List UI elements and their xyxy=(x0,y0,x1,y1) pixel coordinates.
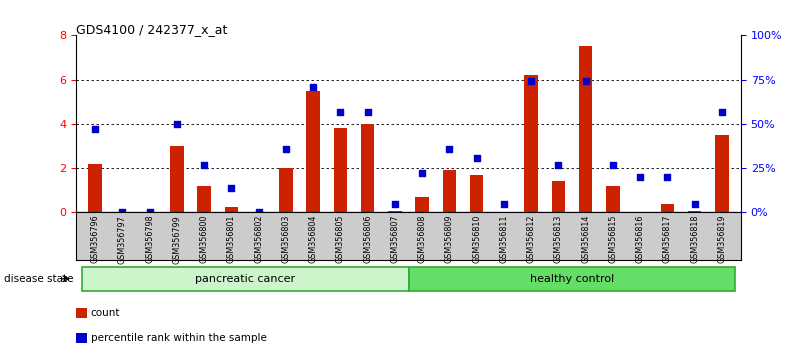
Point xyxy=(252,210,265,215)
Bar xyxy=(661,204,674,212)
Text: GSM356798: GSM356798 xyxy=(145,215,154,263)
Bar xyxy=(715,135,729,212)
Text: GSM356797: GSM356797 xyxy=(118,215,127,263)
Bar xyxy=(333,128,347,212)
Bar xyxy=(224,207,238,212)
Bar xyxy=(443,170,457,212)
Point xyxy=(361,109,374,114)
Text: GSM356811: GSM356811 xyxy=(499,215,509,263)
Text: GSM356812: GSM356812 xyxy=(526,215,536,263)
Text: GSM356813: GSM356813 xyxy=(553,215,563,263)
Text: disease state: disease state xyxy=(4,274,74,284)
Bar xyxy=(360,124,374,212)
Bar xyxy=(688,211,702,212)
Point xyxy=(497,201,510,206)
Point xyxy=(525,79,537,84)
Text: GSM356805: GSM356805 xyxy=(336,215,345,263)
Point xyxy=(688,201,701,206)
Point xyxy=(715,109,728,114)
Bar xyxy=(606,186,620,212)
Point xyxy=(606,162,619,167)
Point xyxy=(143,210,156,215)
Bar xyxy=(197,186,211,212)
Bar xyxy=(552,181,566,212)
Text: GSM356817: GSM356817 xyxy=(663,215,672,263)
Point xyxy=(416,171,429,176)
Text: percentile rank within the sample: percentile rank within the sample xyxy=(91,333,267,343)
Bar xyxy=(88,164,102,212)
Text: healthy control: healthy control xyxy=(530,274,614,284)
Point xyxy=(443,146,456,152)
Text: GSM356818: GSM356818 xyxy=(690,215,699,263)
Text: pancreatic cancer: pancreatic cancer xyxy=(195,274,295,284)
Bar xyxy=(579,46,593,212)
Text: GSM356815: GSM356815 xyxy=(609,215,618,263)
Bar xyxy=(409,267,735,291)
Text: GSM356803: GSM356803 xyxy=(281,215,291,263)
Text: count: count xyxy=(91,308,120,318)
Text: GSM356801: GSM356801 xyxy=(227,215,236,263)
Point xyxy=(334,109,347,114)
Point xyxy=(552,162,565,167)
Text: GSM356800: GSM356800 xyxy=(199,215,208,263)
Bar xyxy=(525,75,538,212)
Text: GDS4100 / 242377_x_at: GDS4100 / 242377_x_at xyxy=(76,23,227,36)
Text: GSM356804: GSM356804 xyxy=(308,215,318,263)
Text: GSM356809: GSM356809 xyxy=(445,215,454,263)
Point xyxy=(89,126,102,132)
Text: GSM356808: GSM356808 xyxy=(417,215,427,263)
Point xyxy=(225,185,238,190)
Text: GSM356807: GSM356807 xyxy=(390,215,400,263)
Point xyxy=(470,155,483,160)
Text: GSM356796: GSM356796 xyxy=(91,215,99,263)
Text: GSM356810: GSM356810 xyxy=(472,215,481,263)
Point xyxy=(388,201,401,206)
Bar xyxy=(416,197,429,212)
Text: GSM356816: GSM356816 xyxy=(636,215,645,263)
Point xyxy=(634,174,646,180)
Point xyxy=(171,121,183,127)
Bar xyxy=(82,267,409,291)
Bar xyxy=(279,168,292,212)
Bar xyxy=(470,175,484,212)
Text: GSM356819: GSM356819 xyxy=(718,215,727,263)
Point xyxy=(198,162,211,167)
Point xyxy=(116,210,129,215)
Point xyxy=(280,146,292,152)
Point xyxy=(307,84,320,90)
Bar xyxy=(306,91,320,212)
Text: GSM356802: GSM356802 xyxy=(254,215,264,263)
Point xyxy=(661,174,674,180)
Bar xyxy=(170,146,183,212)
Point xyxy=(579,79,592,84)
Text: GSM356799: GSM356799 xyxy=(172,215,181,263)
Text: GSM356806: GSM356806 xyxy=(363,215,372,263)
Bar xyxy=(388,211,401,212)
Text: GSM356814: GSM356814 xyxy=(581,215,590,263)
